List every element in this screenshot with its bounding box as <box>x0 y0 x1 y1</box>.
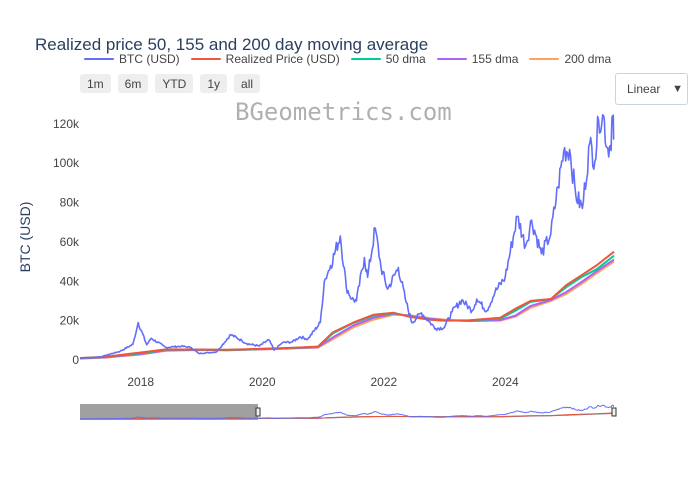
y-tick-label: 100k <box>53 156 80 170</box>
range-slider-handle-right[interactable] <box>611 407 617 417</box>
x-tick-label: 2024 <box>492 375 519 389</box>
legend: BTC (USD) Realized Price (USD) 50 dma 15… <box>84 51 622 67</box>
chart-title: Realized price 50, 155 and 200 day movin… <box>35 35 429 54</box>
range-button-ytd[interactable]: YTD <box>155 74 194 93</box>
y-tick-label: 20k <box>60 314 80 328</box>
caret-down-icon: ▼ <box>672 83 683 95</box>
watermark: BGeometrics.com <box>235 98 452 126</box>
legend-swatch-realized-price <box>190 58 221 60</box>
legend-swatch-50-dma <box>350 58 381 60</box>
legend-label-realized-price: Realized Price (USD) <box>225 52 340 66</box>
range-slider-mask-left <box>80 404 258 420</box>
range-selector: 1m 6m YTD 1y all <box>80 74 267 93</box>
legend-item-btc[interactable]: BTC (USD) <box>84 52 180 66</box>
range-button-6m[interactable]: 6m <box>117 74 149 93</box>
legend-swatch-155-dma <box>436 58 467 60</box>
legend-item-realized-price[interactable]: Realized Price (USD) <box>190 52 340 66</box>
legend-label-200-dma: 200 dma <box>564 52 612 66</box>
legend-item-50-dma[interactable]: 50 dma <box>350 52 426 66</box>
y-tick-label: 80k <box>60 196 80 210</box>
legend-swatch-btc <box>84 58 114 60</box>
x-axis: 2018 2020 2022 2024 <box>127 375 519 389</box>
range-slider-line-btc <box>80 404 615 420</box>
series-line-realized[interactable] <box>79 250 615 359</box>
y-axis: 0 20k 40k 60k 80k 100k 120k <box>53 117 80 367</box>
legend-label-155-dma: 155 dma <box>471 52 519 66</box>
range-button-1y[interactable]: 1y <box>200 74 228 93</box>
range-slider-preview <box>79 404 615 420</box>
series-line-btc[interactable] <box>80 114 615 359</box>
y-tick-label: 60k <box>60 235 80 249</box>
legend-label-btc: BTC (USD) <box>119 52 180 66</box>
range-slider-handle-left[interactable] <box>255 407 261 417</box>
x-tick-label: 2020 <box>249 375 276 389</box>
legend-label-50-dma: 50 dma <box>385 52 426 66</box>
x-tick-label: 2022 <box>371 375 398 389</box>
x-tick-label: 2018 <box>127 375 154 389</box>
legend-item-200-dma[interactable]: 200 dma <box>529 52 611 66</box>
legend-item-155-dma[interactable]: 155 dma <box>436 52 519 66</box>
legend-swatch-200-dma <box>529 58 560 60</box>
y-tick-label: 0 <box>72 353 79 367</box>
range-button-all[interactable]: all <box>234 74 261 93</box>
scale-dropdown-value: Linear <box>627 82 661 96</box>
scale-dropdown[interactable]: Linear ▼ <box>615 73 688 105</box>
y-tick-label: 120k <box>53 117 80 131</box>
y-tick-label: 40k <box>60 274 80 288</box>
range-button-1m[interactable]: 1m <box>80 74 111 93</box>
range-slider[interactable] <box>79 404 617 420</box>
plot-area[interactable] <box>79 114 615 360</box>
series-line-dma200[interactable] <box>79 260 615 360</box>
